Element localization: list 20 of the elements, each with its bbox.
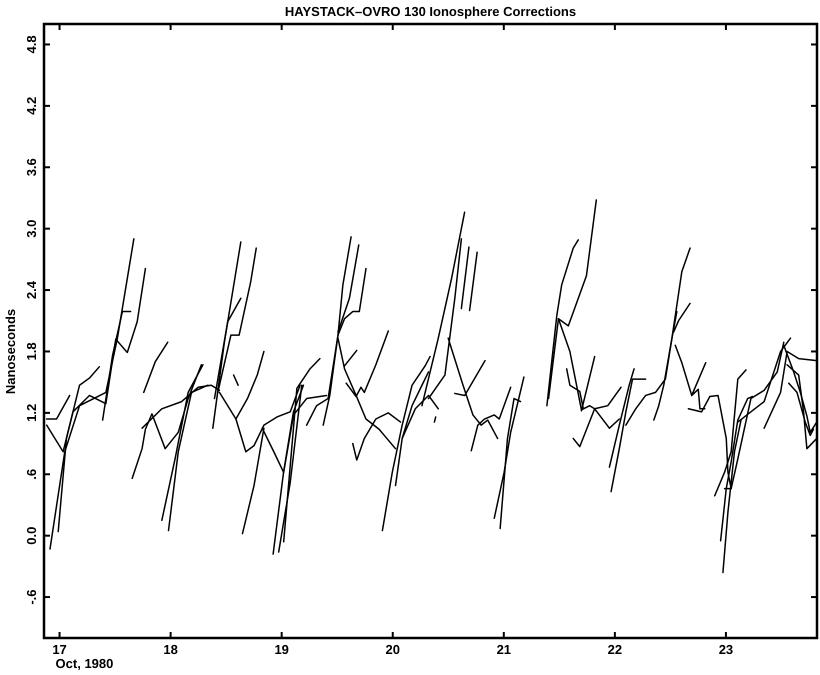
x-tick-label: 21 bbox=[496, 642, 512, 657]
y-tick-label: 4.8 bbox=[24, 35, 39, 54]
y-tick-label: -.6 bbox=[24, 589, 39, 605]
y-tick-label: .6 bbox=[24, 468, 39, 480]
x-tick-label: 22 bbox=[608, 642, 622, 657]
x-tick-label: 18 bbox=[163, 642, 178, 657]
y-tick-label: 3.6 bbox=[24, 158, 39, 176]
chart-title: HAYSTACK–OVRO 130 Ionosphere Corrections bbox=[284, 4, 576, 19]
y-tick-label: 1.8 bbox=[24, 342, 39, 361]
x-tick-label: 23 bbox=[718, 642, 734, 657]
y-tick-label: 1.2 bbox=[24, 404, 39, 422]
y-tick-label: 0.0 bbox=[24, 526, 39, 545]
x-tick-label: 19 bbox=[274, 642, 289, 657]
y-axis-title: Nanoseconds bbox=[3, 308, 18, 394]
y-tick-label: 2.4 bbox=[24, 280, 39, 300]
x-tick-label: 20 bbox=[386, 642, 400, 657]
y-tick-label: 4.2 bbox=[24, 96, 39, 115]
x-axis-title: Oct, 1980 bbox=[56, 656, 114, 671]
y-tick-label: 3.0 bbox=[24, 220, 39, 238]
x-tick-label: 17 bbox=[52, 642, 67, 657]
